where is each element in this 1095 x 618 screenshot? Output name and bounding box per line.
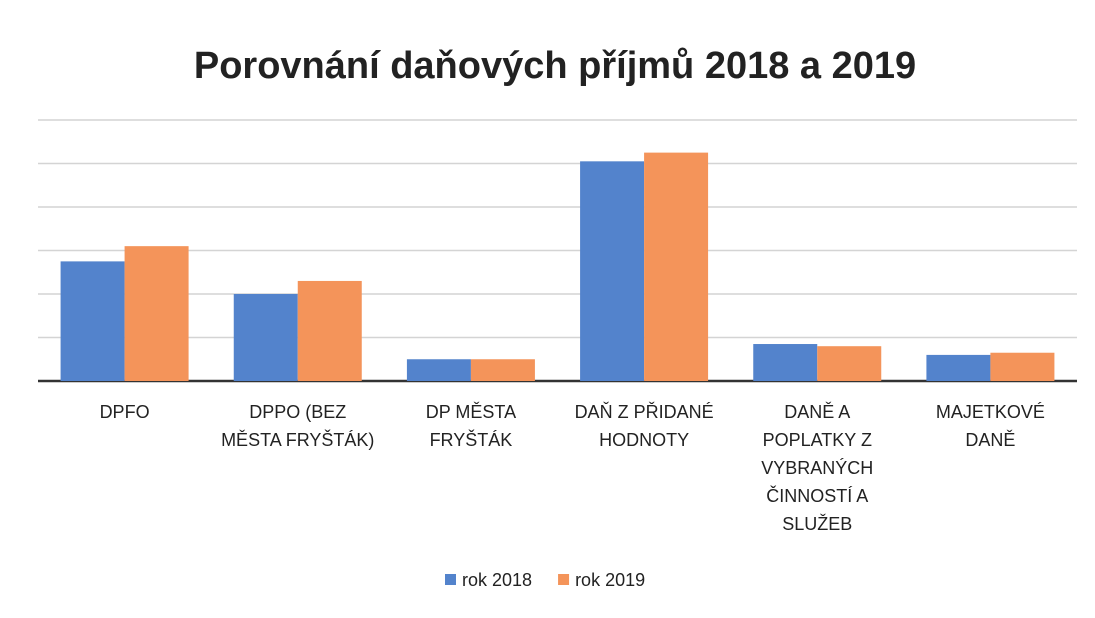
bar — [817, 346, 882, 381]
bar — [990, 352, 1055, 381]
legend-label: rok 2019 — [575, 570, 645, 590]
bar — [580, 161, 645, 381]
bar — [233, 294, 298, 381]
legend-swatch — [558, 574, 570, 585]
x-tick-label: DP MĚSTA FRYŠTÁK — [425, 402, 517, 450]
bar — [297, 280, 362, 381]
bar — [644, 152, 709, 381]
x-tick-label: DANĚ A POPLATKY Z VYBRANÝCH ČINNOSTÍ A S… — [761, 402, 874, 534]
bar — [470, 359, 535, 381]
bar — [124, 246, 189, 381]
x-tick-label: DPPO (BEZ MĚSTA FRYŠTÁK) — [221, 402, 375, 450]
legend-swatch — [445, 574, 456, 585]
bar — [406, 359, 471, 381]
x-tick-label: DAŇ Z PŘIDANÉ HODNOTY — [574, 402, 714, 450]
bar — [926, 354, 991, 381]
legend-label: rok 2018 — [462, 570, 532, 590]
x-tick-label: DPFO — [99, 402, 150, 422]
x-tick-label: MAJETKOVÉ DANĚ — [935, 402, 1045, 450]
bar — [60, 261, 125, 381]
bar — [753, 344, 818, 381]
chart-title: Porovnání daňových příjmů 2018 a 2019 — [194, 45, 916, 87]
